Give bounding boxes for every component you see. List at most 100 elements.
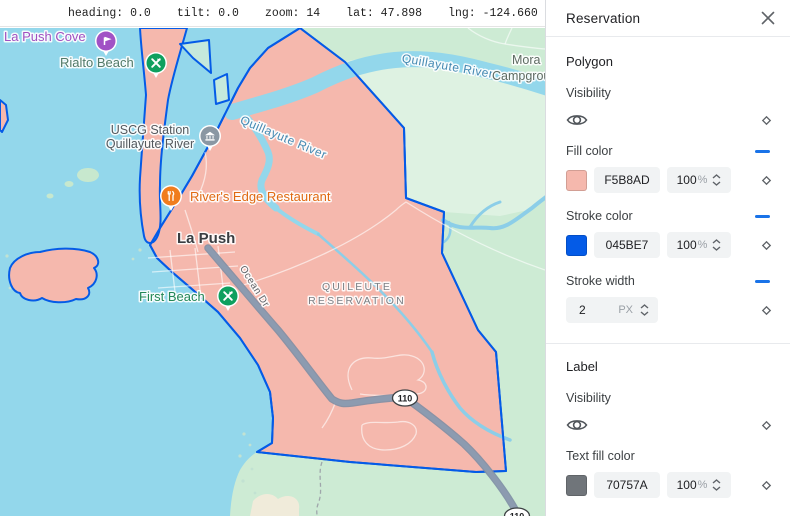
museum-marker-icon [205, 131, 215, 141]
eye-icon [566, 115, 588, 125]
keyframe-diamond-button[interactable] [761, 175, 772, 186]
harbor-island [179, 39, 212, 74]
stroke-opacity-stepper[interactable]: 100% [667, 232, 731, 258]
panel-header: Reservation [546, 0, 790, 37]
marker-rivers-edge-restaurant[interactable] [160, 185, 182, 211]
stroke-color-swatch[interactable] [566, 234, 587, 256]
route-110-badge-clipped: 110 [503, 507, 531, 516]
land-light-band [345, 58, 545, 216]
stepper-arrows[interactable] [712, 174, 721, 186]
stroke-hex-input[interactable] [594, 232, 660, 258]
keyframe-diamond-button[interactable] [761, 480, 772, 491]
chevron-down-icon [640, 311, 649, 316]
cove-marker-icon [103, 36, 112, 45]
visibility-eye-toggle[interactable] [566, 112, 588, 128]
keyframe-diamond-button[interactable] [761, 115, 772, 126]
islet [64, 181, 74, 187]
text-fill-color-label: Text fill color [566, 449, 635, 463]
diamond-icon [761, 305, 772, 315]
text-fill-color-row: 100% [566, 472, 772, 498]
label-reservation-line1: QUILEUTE [322, 281, 392, 293]
fill-opacity-stepper[interactable]: 100% [667, 167, 731, 193]
diamond-icon [761, 420, 772, 430]
chevron-up-icon [712, 239, 721, 244]
text-fill-opacity-stepper[interactable]: 100% [667, 472, 731, 498]
close-button[interactable] [761, 11, 775, 25]
keyframe-diamond-button[interactable] [761, 420, 772, 431]
diamond-icon [761, 115, 772, 125]
keyframe-diamond-button[interactable] [761, 305, 772, 316]
route-110-badge: 110 [391, 389, 419, 407]
reservation-polygon-island[interactable] [8, 247, 100, 304]
reservation-polygon-sliver[interactable] [0, 99, 9, 133]
marker-la-push-cove[interactable] [95, 30, 117, 56]
label-reservation-line2: RESERVATION [308, 295, 406, 307]
status-lng: lng: -124.660 [448, 6, 538, 20]
chevron-down-icon [712, 486, 721, 491]
text-fill-hex-input[interactable] [594, 472, 660, 498]
park-marker-icon [151, 58, 161, 68]
marker-uscg-station[interactable] [199, 125, 221, 151]
stepper-arrows[interactable] [712, 479, 721, 491]
fill-color-row: 100% [566, 167, 772, 193]
label-uscg-line2: Quillayute River [106, 137, 194, 151]
diamond-icon [761, 480, 772, 490]
label-mora-line1: Mora [512, 53, 541, 67]
label-restaurant: River's Edge Restaurant [190, 189, 331, 204]
stroke-color-row: 100% [566, 232, 772, 258]
text-fill-color-label-row: Text fill color [566, 449, 772, 463]
stroke-color-label-row: Stroke color [566, 209, 772, 223]
stroke-width-stepper[interactable]: 2 PX [566, 297, 658, 323]
label-section-heading: Label [566, 359, 598, 374]
boundary-dashed-line [316, 461, 323, 516]
chevron-down-icon [712, 181, 721, 186]
section-divider [546, 343, 790, 344]
marker-rialto-beach[interactable] [145, 52, 167, 78]
keyframe-diamond-button[interactable] [761, 240, 772, 251]
diamond-icon [761, 240, 772, 250]
map-viewport[interactable]: 110 110 La Push Cove Rialto Beach USCG S… [0, 28, 545, 516]
diamond-icon [761, 175, 772, 185]
svg-text:110: 110 [398, 394, 413, 404]
panel-title: Reservation [566, 10, 641, 26]
polygon-section-heading: Polygon [566, 54, 613, 69]
remove-stroke-button[interactable] [755, 214, 770, 218]
remove-fill-button[interactable] [755, 149, 770, 153]
stepper-arrows[interactable] [640, 304, 649, 316]
label-visibility-label: Visibility [566, 391, 611, 405]
remove-stroke-width-button[interactable] [755, 279, 770, 283]
fill-color-label-row: Fill color [566, 144, 772, 158]
label-rialto-beach: Rialto Beach [60, 55, 134, 70]
chevron-down-icon [712, 246, 721, 251]
marker-first-beach[interactable] [217, 285, 239, 311]
stepper-arrows[interactable] [712, 239, 721, 251]
status-lat: lat: 47.898 [346, 6, 423, 20]
svg-text:110: 110 [510, 512, 525, 516]
stroke-width-label-row: Stroke width [566, 274, 772, 288]
eye-icon [566, 420, 588, 430]
chevron-up-icon [712, 479, 721, 484]
text-fill-color-swatch[interactable] [566, 474, 587, 496]
fill-color-label: Fill color [566, 144, 613, 158]
route-110-road [204, 244, 524, 516]
style-editor-panel: Reservation Polygon Visibility [545, 0, 790, 516]
harbor-island [213, 73, 230, 105]
rocks [5, 248, 257, 495]
chevron-up-icon [640, 304, 649, 309]
label-first-beach: First Beach [139, 289, 205, 304]
park-marker-icon [223, 291, 233, 301]
map-canvas[interactable]: 110 110 La Push Cove Rialto Beach USCG S… [0, 28, 545, 516]
fill-color-swatch[interactable] [566, 169, 587, 191]
islet [46, 193, 54, 199]
label-mora-line2: Campgrou [492, 69, 545, 83]
beach-sand [250, 493, 300, 516]
label-uscg-line1: USCG Station [111, 123, 190, 137]
status-tilt: tilt: 0.0 [176, 6, 239, 20]
fill-hex-input[interactable] [594, 167, 660, 193]
status-zoom: zoom: 14 [264, 6, 321, 20]
visibility-eye-toggle[interactable] [566, 417, 588, 433]
stroke-width-row: 2 PX [566, 297, 772, 323]
close-icon [761, 11, 775, 25]
label-la-push-town: La Push [177, 230, 235, 247]
status-heading: heading: 0.0 [68, 6, 151, 20]
